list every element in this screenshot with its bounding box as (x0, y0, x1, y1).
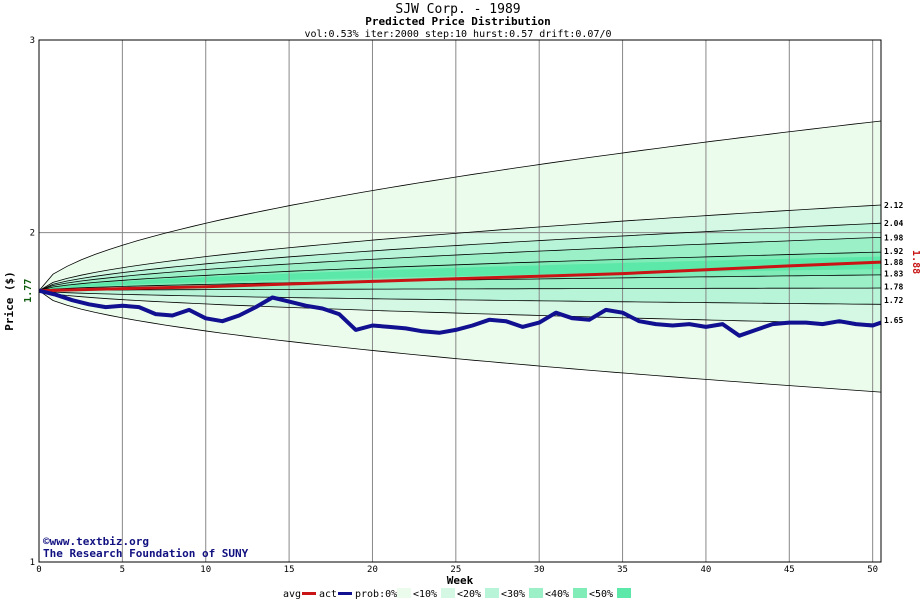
x-tick-labels: 0 5 10 15 20 25 30 35 40 45 50 (36, 565, 878, 575)
legend-item-3: <30% (501, 589, 525, 600)
x-tick-10: 10 (200, 565, 211, 575)
band-upper-line-30 (38, 237, 882, 292)
band-upper-line-0 (38, 120, 882, 291)
band-boundary-lines (38, 120, 882, 393)
band-label-1-88: 1.88 (884, 258, 903, 267)
x-tick-0: 0 (36, 565, 41, 575)
end-value-label: 1.88 (910, 250, 920, 274)
band-lower-line-20 (38, 290, 882, 305)
legend-swatch-1 (441, 588, 455, 598)
legend-prob-label: prob:0% (355, 589, 397, 600)
band-upper-line-20 (38, 222, 882, 292)
band-upper-line-40 (38, 251, 882, 292)
plot-frame (38, 39, 882, 563)
x-tick-35: 35 (617, 565, 628, 575)
band-label-1-65: 1.65 (884, 316, 903, 325)
y-tick-1: 1 (30, 558, 35, 568)
band-label-1-83: 1.83 (884, 270, 903, 279)
band-label-2-12: 2.12 (884, 201, 903, 210)
legend-item-1: <10% (413, 589, 437, 600)
legend-act-swatch (338, 592, 352, 595)
band-lower-line-0 (38, 290, 882, 393)
y-axis-label: Price ($) (3, 271, 16, 331)
x-tick-25: 25 (450, 565, 461, 575)
x-tick-45: 45 (784, 565, 795, 575)
legend-item-5: <50% (589, 589, 613, 600)
avg-series-line (38, 260, 882, 293)
band-label-1-72: 1.72 (884, 296, 903, 305)
legend: avg act prob:0% <10% <20% <30% <40% <50% (283, 588, 631, 600)
legend-avg-swatch (302, 592, 316, 595)
y-tick-2: 2 (30, 229, 35, 239)
x-tick-15: 15 (284, 565, 295, 575)
chart-title: SJW Corp. - 1989 (395, 2, 520, 17)
credit-website: ©www.textbiz.org (43, 535, 149, 548)
x-tick-20: 20 (367, 565, 378, 575)
band-value-labels: 2.12 2.04 1.98 1.92 1.88 1.83 1.78 1.72 1.65 (884, 201, 903, 325)
act-series-line (38, 288, 882, 338)
band-upper-line-10 (38, 204, 882, 292)
band-lower-line-30 (38, 287, 882, 292)
start-value-label: 1.77 (23, 279, 34, 303)
y-tick-3: 3 (30, 36, 35, 46)
band-label-1-92: 1.92 (884, 247, 903, 256)
chart-subtitle: Predicted Price Distribution (365, 15, 550, 28)
chart-params: vol:0.53% iter:2000 step:10 hurst:0.57 d… (304, 29, 611, 40)
legend-avg-label: avg (283, 589, 301, 600)
x-axis-label: Week (447, 574, 474, 587)
legend-swatch-4 (573, 588, 587, 598)
x-tick-30: 30 (534, 565, 545, 575)
legend-item-4: <40% (545, 589, 569, 600)
x-tick-5: 5 (120, 565, 125, 575)
band-label-1-78: 1.78 (884, 283, 903, 292)
legend-swatch-2 (485, 588, 499, 598)
band-lower-line-10 (38, 290, 882, 325)
legend-swatch-5 (617, 588, 631, 598)
legend-item-2: <20% (457, 589, 481, 600)
credit-organization: The Research Foundation of SUNY (43, 547, 249, 560)
band-label-1-98: 1.98 (884, 233, 903, 242)
grid (39, 40, 881, 562)
x-tick-40: 40 (701, 565, 712, 575)
band-area-50 (39, 256, 881, 291)
probability-bands (39, 40, 881, 562)
legend-act-label: act (319, 589, 337, 600)
x-tick-50: 50 (867, 565, 878, 575)
legend-swatch-0 (397, 588, 411, 598)
y-tick-labels: 1 2 3 (30, 36, 35, 568)
band-label-2-04: 2.04 (884, 219, 903, 228)
legend-swatch-3 (529, 588, 543, 598)
